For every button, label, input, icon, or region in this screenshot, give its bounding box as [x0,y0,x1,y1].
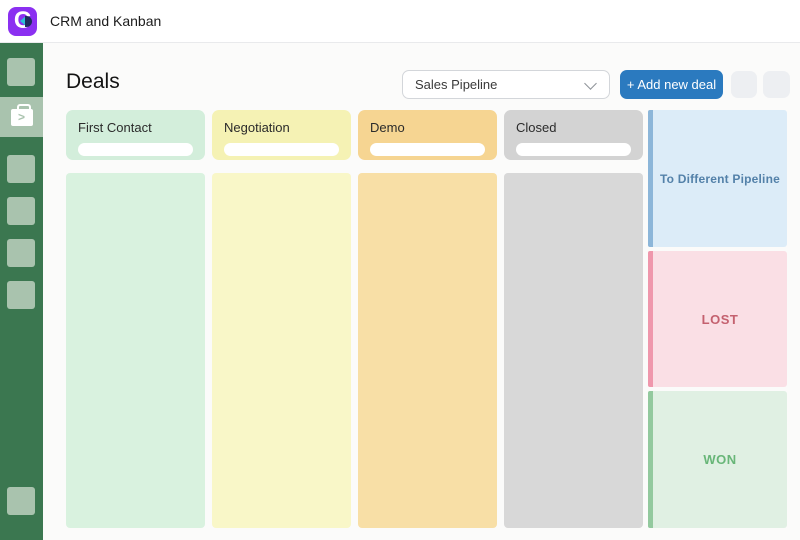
column-title: Demo [370,120,405,135]
sidebar-item-placeholder-5[interactable] [7,281,35,309]
add-new-deal-button[interactable]: + Add new deal [620,70,723,99]
sidebar-item-placeholder-4[interactable] [7,239,35,267]
drop-zone-label: To Different Pipeline [660,171,780,186]
sidebar-item-placeholder-1[interactable] [7,58,35,86]
column-title: Closed [516,120,557,135]
briefcase-chevron-glyph: > [17,109,25,124]
column-title: Negotiation [224,120,290,135]
topbar: C CRM and Kanban [0,0,800,43]
column-body-demo[interactable] [358,173,497,528]
logo-teal-wedge-icon [20,15,26,26]
column-header-closed: Closed [504,110,643,160]
column-progress-placeholder [78,143,193,156]
sidebar-item-placeholder-3[interactable] [7,197,35,225]
logo-navy-wedge-icon [25,15,32,27]
column-body-first-contact[interactable] [66,173,205,528]
column-body-closed[interactable] [504,173,643,528]
drop-zone-to-different-pipeline[interactable]: To Different Pipeline [648,110,787,247]
sidebar-item-placeholder-2[interactable] [7,155,35,183]
toolbar-icon-button-1[interactable] [731,71,757,98]
column-body-negotiation[interactable] [212,173,351,528]
drop-zone-label: WON [703,452,737,467]
toolbar-icon-button-2[interactable] [763,71,790,98]
column-progress-placeholder [516,143,631,156]
sidebar: > [0,43,43,540]
pipeline-select[interactable]: Sales Pipeline [402,70,610,99]
drop-zone-label: LOST [701,311,739,327]
column-header-negotiation: Negotiation [212,110,351,160]
column-header-demo: Demo [358,110,497,160]
drop-zone-lost[interactable]: LOST [648,251,787,387]
app-title: CRM and Kanban [50,13,162,29]
column-header-first-contact: First Contact [66,110,205,160]
sidebar-item-deals-active[interactable]: > [0,97,43,137]
column-title: First Contact [78,120,152,135]
sidebar-item-placeholder-bottom[interactable] [7,487,35,515]
page-title: Deals [66,70,120,93]
column-progress-placeholder [224,143,339,156]
app-logo[interactable]: C [8,6,37,36]
pipeline-select-value: Sales Pipeline [415,77,498,92]
briefcase-icon: > [10,103,33,126]
drop-zone-won[interactable]: WON [648,391,787,528]
column-progress-placeholder [370,143,485,156]
chevron-down-icon [584,77,597,90]
